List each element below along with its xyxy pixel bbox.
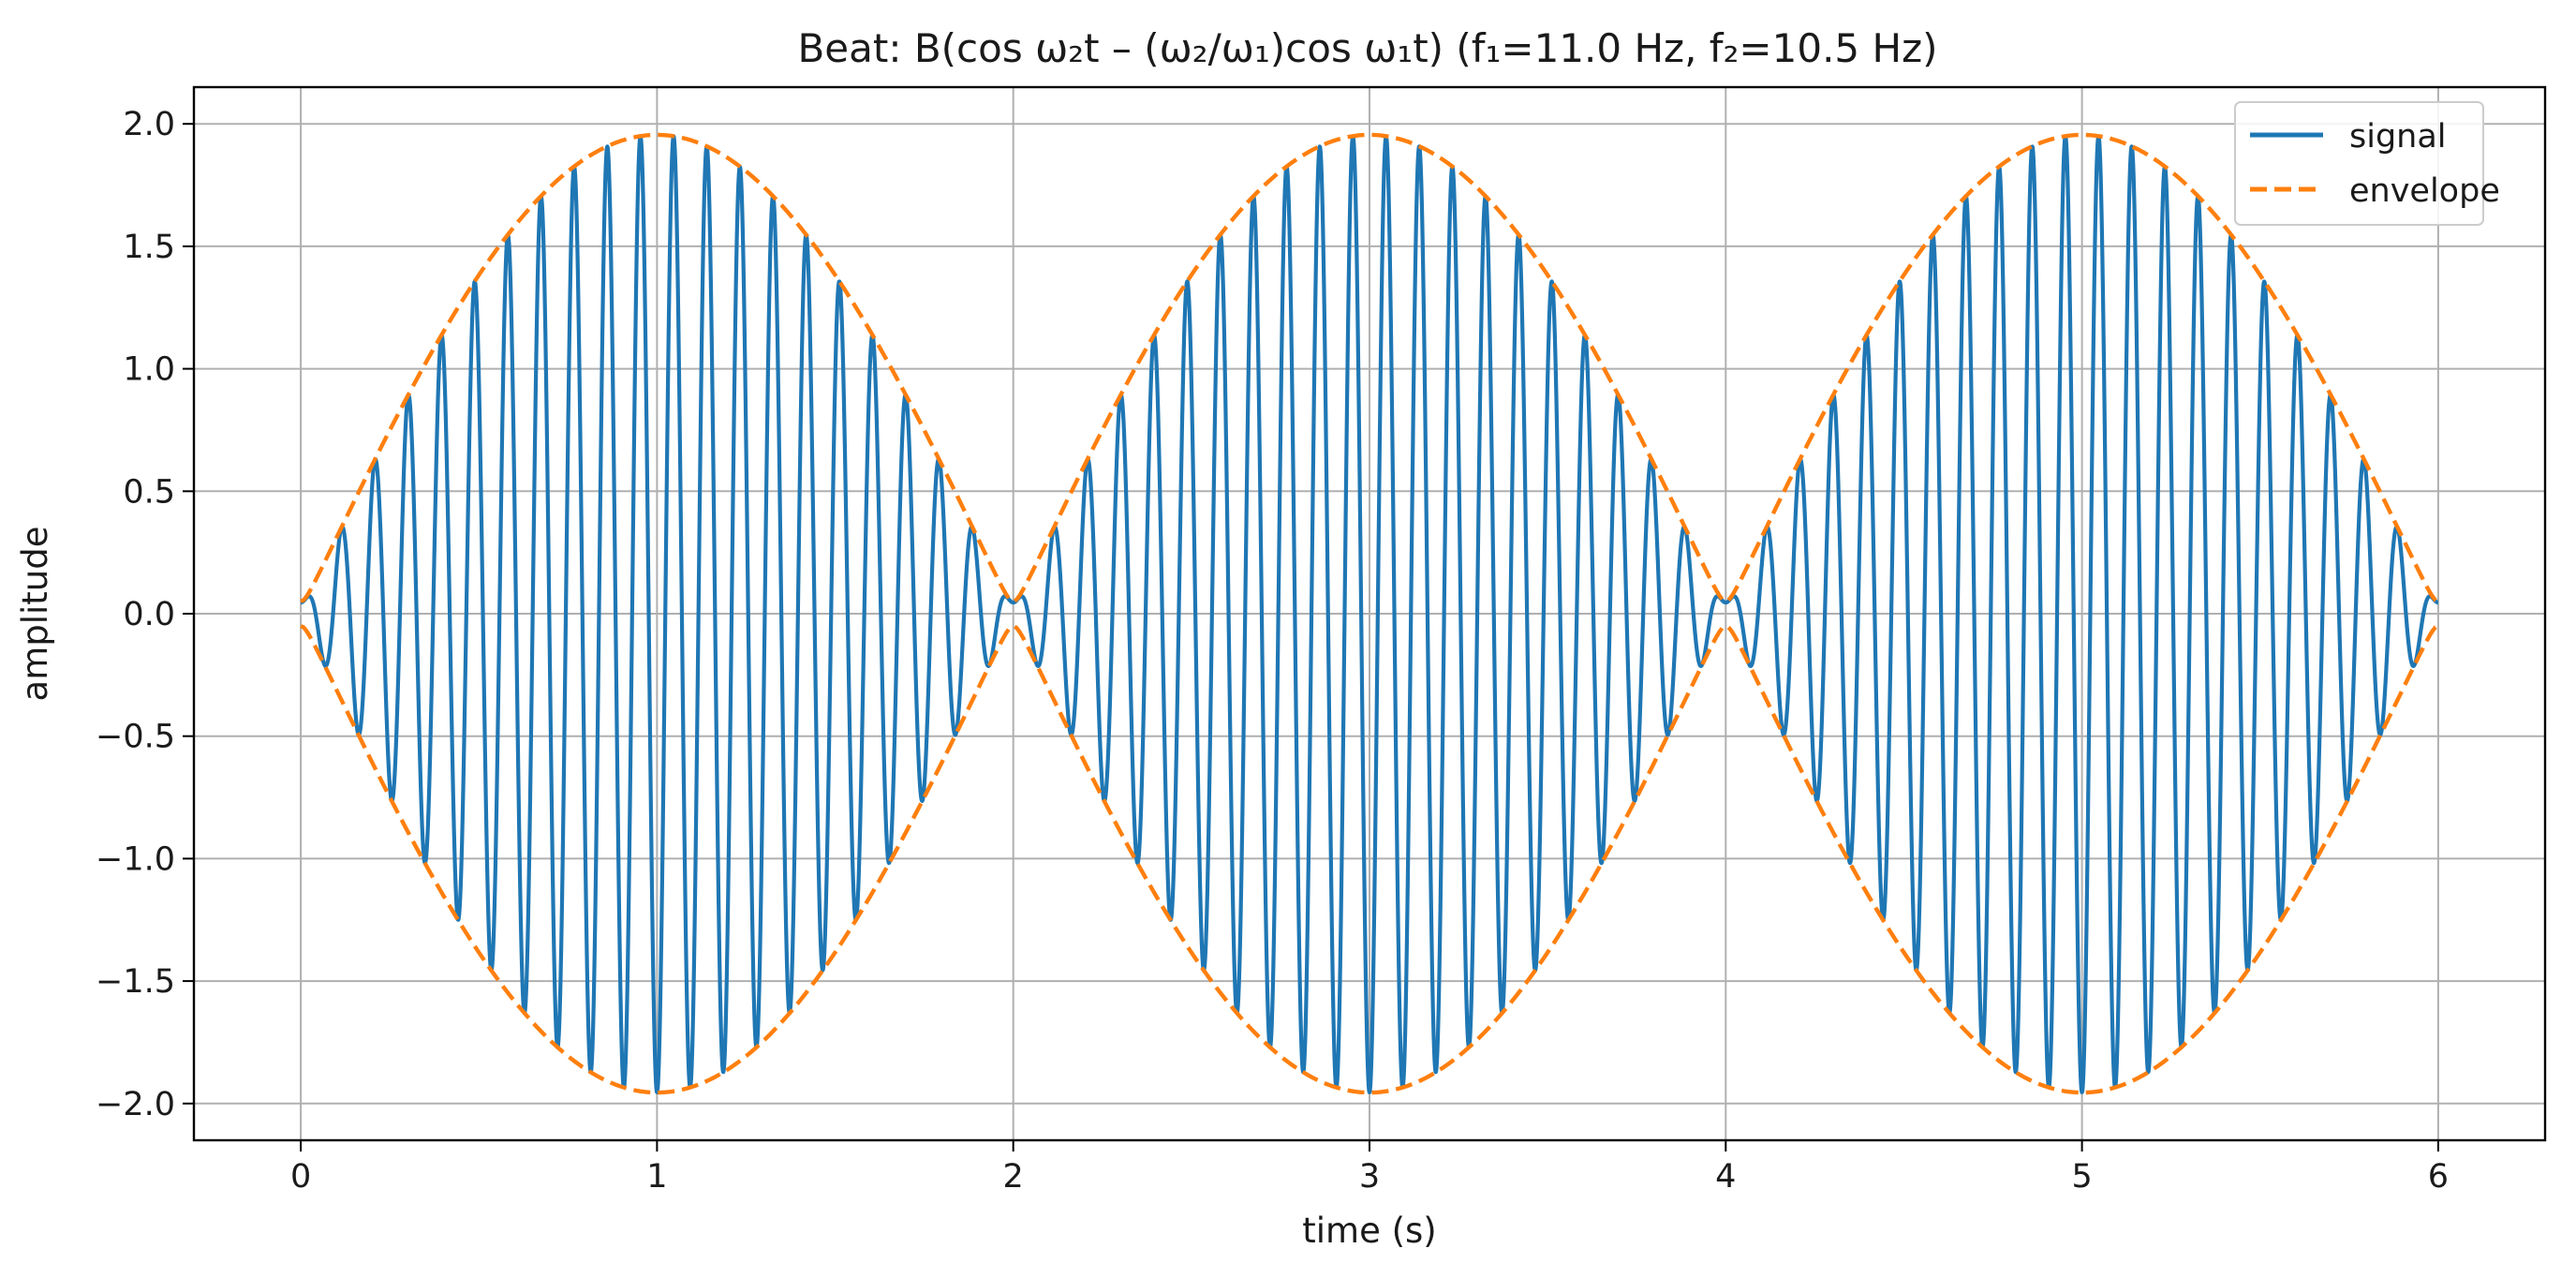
- y-tick-label: −0.5: [96, 719, 175, 756]
- y-axis-ticks: −2.0 −1.5 −1.0 −0.5 0.0 0.5 1.0 1.5 2.0: [96, 106, 194, 1123]
- x-axis-ticks: 0 1 2 3 4 5 6: [290, 1140, 2449, 1196]
- x-tick-label: 4: [1715, 1158, 1736, 1196]
- y-tick-label: 1.0: [123, 351, 175, 389]
- y-tick-label: 0.5: [123, 473, 175, 511]
- chart-title: Beat: B(cos ω₂t – (ω₂/ω₁)cos ω₁t) (f₁=11…: [797, 25, 1937, 71]
- x-tick-label: 6: [2428, 1158, 2449, 1196]
- x-tick-label: 3: [1359, 1158, 1380, 1196]
- x-axis-label: time (s): [1302, 1211, 1437, 1251]
- y-tick-label: −1.5: [96, 963, 175, 1001]
- y-tick-label: −2.0: [96, 1086, 175, 1123]
- y-axis-label: amplitude: [15, 527, 55, 702]
- y-tick-label: 1.5: [123, 229, 175, 266]
- legend-envelope-label: envelope: [2349, 172, 2500, 210]
- y-tick-label: 0.0: [123, 596, 175, 633]
- legend-signal-label: signal: [2349, 118, 2447, 156]
- x-tick-label: 2: [1003, 1158, 1024, 1196]
- signal-line: [299, 134, 2440, 1095]
- legend: signal envelope: [2234, 101, 2500, 226]
- plot-area: [299, 132, 2440, 1095]
- x-tick-label: 0: [290, 1158, 311, 1196]
- x-tick-label: 1: [646, 1158, 667, 1196]
- x-tick-label: 5: [2071, 1158, 2092, 1196]
- y-tick-label: 2.0: [123, 106, 175, 143]
- y-tick-label: −1.0: [96, 840, 175, 878]
